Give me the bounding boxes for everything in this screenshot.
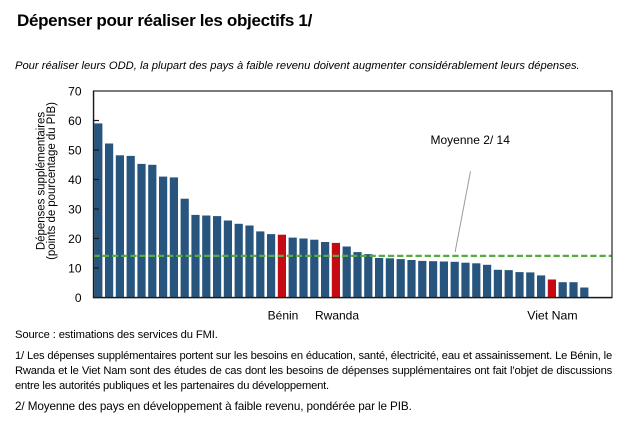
svg-text:0: 0 (75, 291, 82, 305)
svg-text:70: 70 (68, 84, 82, 98)
svg-text:20: 20 (68, 232, 82, 246)
svg-text:40: 40 (68, 173, 82, 187)
svg-text:Viet Nam: Viet Nam (527, 309, 577, 323)
svg-text:Rwanda: Rwanda (315, 309, 359, 323)
svg-text:60: 60 (68, 114, 82, 128)
svg-text:Dépenses supplémentaires: Dépenses supplémentaires (36, 112, 48, 250)
svg-text:30: 30 (68, 202, 82, 216)
svg-text:Moyenne 2/ 14: Moyenne 2/ 14 (431, 133, 511, 147)
svg-text:50: 50 (68, 143, 82, 157)
svg-text:10: 10 (68, 261, 82, 275)
svg-text:(points de pourcentage du PIB): (points de pourcentage du PIB) (46, 102, 58, 260)
svg-text:Bénin: Bénin (268, 309, 299, 323)
